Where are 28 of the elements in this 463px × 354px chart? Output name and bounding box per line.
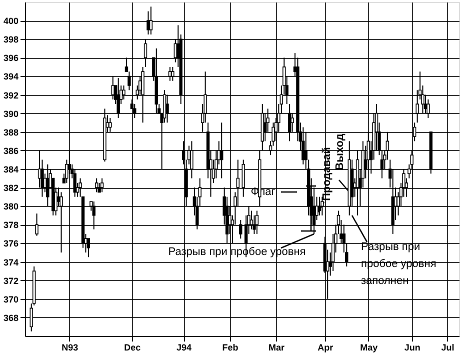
y-tick-label: 370 [3,294,18,304]
y-tick-label: 394 [3,72,18,82]
x-tick-label: May [360,342,378,352]
y-tick-label: 382 [3,183,18,194]
x-tick-label: Mar [268,342,285,352]
x-tick-label: Dec [124,342,141,352]
x-tick-label: Apr [318,342,334,352]
x-tick-label: Jul [441,342,454,352]
x-tick-label: J94 [176,342,192,352]
y-tick-label: 384 [3,164,18,174]
y-tick-label: 376 [3,238,18,249]
y-tick-label: 386 [3,146,18,156]
y-tick-label: 390 [3,108,18,119]
annotation: Продавай [321,147,333,201]
y-tick-label: 368 [3,312,18,323]
x-tick-label: Feb [222,342,239,352]
x-tick-label: Jun [404,342,420,352]
y-tick-label: 392 [3,90,18,100]
y-tick-label: 378 [3,220,18,230]
y-tick-label: 388 [3,127,18,138]
y-tick-label: 400 [3,16,18,26]
x-tick-label: N93 [62,342,78,352]
annotation: Выход [334,134,346,170]
y-tick-label: 372 [3,276,18,286]
y-tick-label: 396 [3,53,18,64]
y-tick-label: 380 [3,202,18,212]
y-tick-label: 398 [3,34,18,45]
y-tick-label: 374 [3,257,18,268]
